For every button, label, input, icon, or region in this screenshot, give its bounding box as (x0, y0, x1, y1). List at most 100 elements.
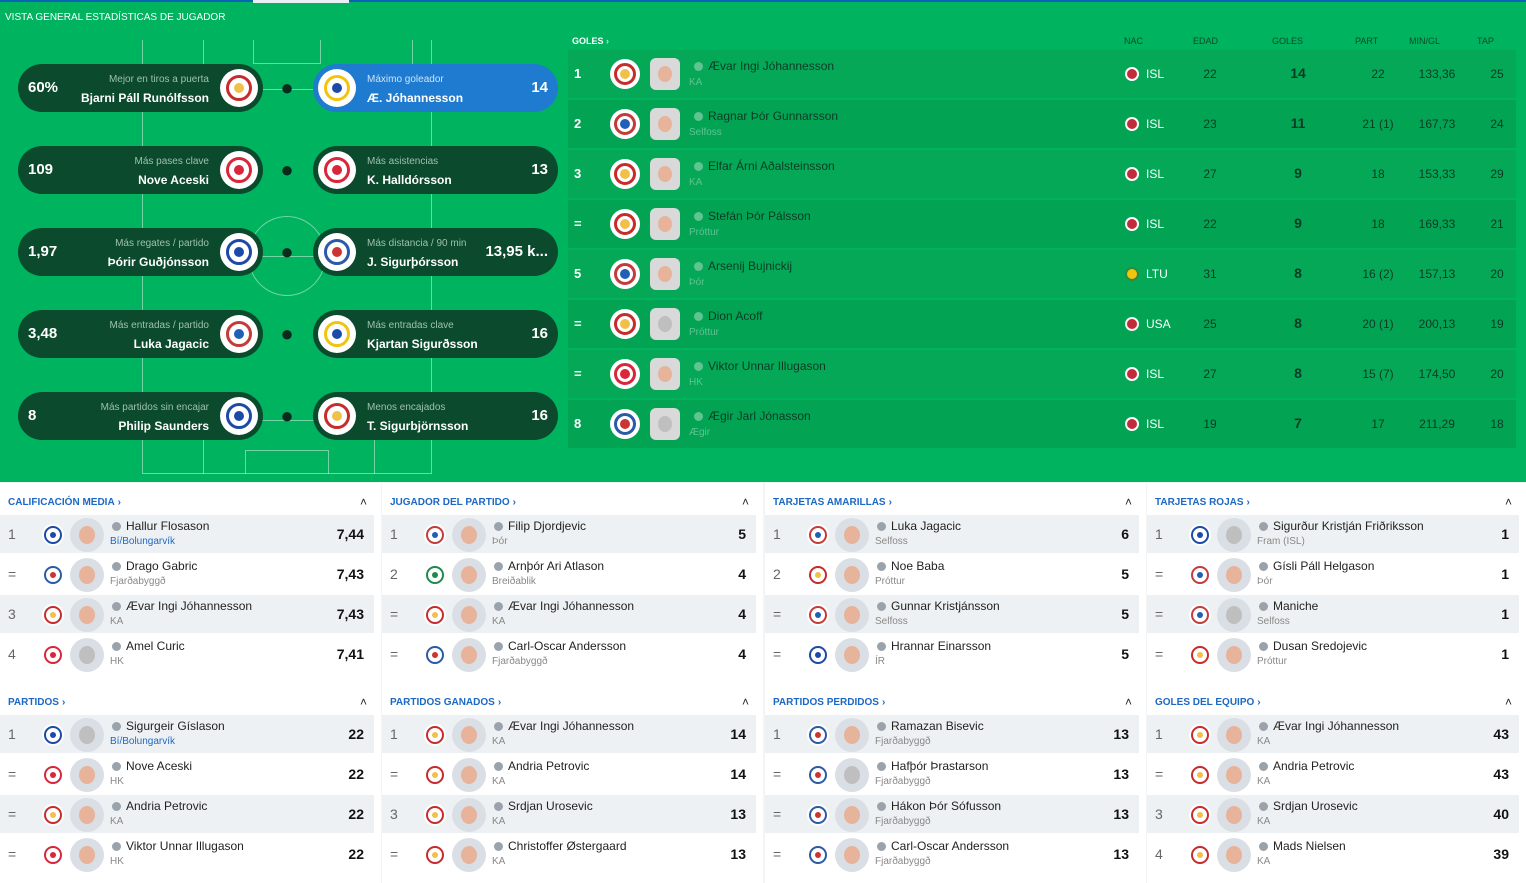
player-name-link[interactable]: Srdjan Urosevic (494, 799, 593, 813)
stat-pill-right[interactable]: 16 Más entradas clave Kjartan Sigurðsson (313, 310, 558, 358)
panel-title-link[interactable]: GOLES DEL EQUIPO › (1155, 697, 1261, 708)
player-avatar[interactable] (835, 558, 869, 592)
collapse-caret-icon[interactable]: ˄ (741, 695, 749, 709)
player-avatar[interactable] (835, 638, 869, 672)
player-avatar[interactable] (1217, 798, 1251, 832)
player-name-link[interactable]: Viktor Unnar Illugason (112, 839, 244, 853)
info-icon[interactable] (877, 602, 886, 611)
player-club[interactable]: Selfoss (1257, 616, 1290, 627)
club-crest-badge[interactable] (42, 804, 64, 826)
stat-pill-right[interactable]: 13 Más asistencias K. Halldórsson (313, 146, 558, 194)
player-club[interactable]: KA (492, 616, 506, 627)
panel-row[interactable]: = Maniche Selfoss 1 (1147, 595, 1519, 633)
info-icon[interactable] (1259, 602, 1268, 611)
panel-row[interactable]: = Andria Petrovic KA 22 (0, 795, 374, 833)
col-header-goles[interactable]: GOLES (1272, 36, 1304, 46)
player-avatar[interactable] (1217, 758, 1251, 792)
panel-row[interactable]: 1 Hallur Flosason Bí/Bolungarvík 7,44 (0, 515, 374, 553)
panel-row[interactable]: = Viktor Unnar Illugason HK 22 (0, 835, 374, 873)
info-icon[interactable] (112, 522, 121, 531)
player-avatar[interactable] (1217, 718, 1251, 752)
goals-table-row[interactable]: = Dion Acoff Próttur USA 25 8 20 (1) 200,13 19 (568, 300, 1516, 348)
info-icon[interactable] (112, 802, 121, 811)
club-crest-badge[interactable] (424, 564, 446, 586)
stat-pill-left[interactable]: 60% Mejor en tiros a puerta Bjarni Páll Ru… (18, 64, 263, 112)
col-header-mingl[interactable]: MIN/GL (1409, 36, 1441, 46)
info-icon[interactable] (494, 722, 503, 731)
panel-row[interactable]: 1 Ævar Ingi Jóhannesson KA 14 (382, 715, 756, 753)
info-icon[interactable] (112, 602, 121, 611)
player-avatar[interactable] (1217, 598, 1251, 632)
player-avatar[interactable] (452, 758, 486, 792)
club-crest-badge[interactable] (610, 159, 640, 189)
player-name-link[interactable]: Dusan Sredojevic (1259, 639, 1367, 653)
player-club[interactable]: KA (492, 816, 506, 827)
panel-row[interactable]: = Carl-Oscar Andersson Fjarðabyggð 4 (382, 635, 756, 673)
info-icon[interactable] (694, 362, 703, 371)
collapse-caret-icon[interactable]: ˄ (359, 495, 367, 509)
panel-row[interactable]: 1 Ramazan Bisevic Fjarðabyggð 13 (765, 715, 1139, 753)
player-club[interactable]: HK (110, 656, 124, 667)
player-name-link[interactable]: Sigurgeir Gíslason (112, 719, 225, 733)
player-name-link[interactable]: Hákon Þór Sófusson (877, 799, 1001, 813)
player-name-link[interactable]: Andria Petrovic (112, 799, 207, 813)
player-name-link[interactable]: Ævar Ingi Jóhannesson (694, 59, 834, 73)
panel-row[interactable]: 3 Ævar Ingi Jóhannesson KA 7,43 (0, 595, 374, 633)
player-avatar[interactable] (650, 408, 680, 440)
panel-row[interactable]: 1 Ævar Ingi Jóhannesson KA 43 (1147, 715, 1519, 753)
goals-table-title[interactable]: GOLES › (572, 36, 609, 48)
club-crest-badge[interactable] (1189, 524, 1211, 546)
club-crest-badge[interactable] (424, 724, 446, 746)
collapse-caret-icon[interactable]: ˄ (1124, 495, 1132, 509)
stat-pill-left[interactable]: 8 Más partidos sin encajar Philip Saunders (18, 392, 263, 440)
panel-row[interactable]: 3 Srdjan Urosevic KA 40 (1147, 795, 1519, 833)
club-crest-badge[interactable] (610, 109, 640, 139)
stat-pill-right[interactable]: 13,95 k... Más distancia / 90 min J. Sigur… (313, 228, 558, 276)
club-crest-badge[interactable] (1189, 564, 1211, 586)
player-club[interactable]: KA (492, 776, 506, 787)
player-avatar[interactable] (650, 358, 680, 390)
panel-row[interactable]: 1 Luka Jagacic Selfoss 6 (765, 515, 1139, 553)
stat-pill-left[interactable]: 1,97 Más regates / partido Þórir Guðjónsso… (18, 228, 263, 276)
player-avatar[interactable] (835, 598, 869, 632)
player-club[interactable]: KA (1257, 776, 1271, 787)
club-crest-badge[interactable] (42, 604, 64, 626)
player-avatar[interactable] (452, 518, 486, 552)
info-icon[interactable] (694, 112, 703, 121)
player-club[interactable]: KA (110, 616, 124, 627)
club-crest-badge[interactable] (807, 764, 829, 786)
panel-row[interactable]: = Drago Gabric Fjarðabyggð 7,43 (0, 555, 374, 593)
club-crest-badge[interactable] (807, 844, 829, 866)
player-avatar[interactable] (70, 758, 104, 792)
panel-row[interactable]: = Andria Petrovic KA 14 (382, 755, 756, 793)
club-crest-badge[interactable] (610, 259, 640, 289)
club-crest-badge[interactable] (1189, 844, 1211, 866)
player-club[interactable]: Selfoss (875, 616, 908, 627)
club-crest-badge[interactable] (807, 724, 829, 746)
panel-row[interactable]: = Andria Petrovic KA 43 (1147, 755, 1519, 793)
col-header-tap[interactable]: TAP (1477, 36, 1494, 46)
info-icon[interactable] (494, 642, 503, 651)
player-club[interactable]: HK (110, 856, 124, 867)
panel-title-link[interactable]: TARJETAS AMARILLAS › (773, 497, 892, 508)
goals-table-row[interactable]: = Stefán Þór Pálsson Próttur ISL 22 9 18 169,33… (568, 200, 1516, 248)
player-club[interactable]: Breiðablik (492, 576, 536, 587)
info-icon[interactable] (1259, 642, 1268, 651)
player-avatar[interactable] (70, 798, 104, 832)
player-club[interactable]: Próttur (689, 327, 720, 338)
player-avatar[interactable] (835, 798, 869, 832)
panel-title-link[interactable]: CALIFICACIÓN MEDIA › (8, 497, 121, 508)
info-icon[interactable] (1259, 762, 1268, 771)
info-icon[interactable] (694, 412, 703, 421)
info-icon[interactable] (494, 842, 503, 851)
club-crest-badge[interactable] (610, 309, 640, 339)
player-name-link[interactable]: Andria Petrovic (1259, 759, 1354, 773)
col-header-part[interactable]: PART (1355, 36, 1379, 46)
player-club[interactable]: KA (689, 77, 703, 88)
player-club[interactable]: KA (689, 177, 703, 188)
player-club[interactable]: KA (1257, 856, 1271, 867)
panel-row[interactable]: = Christoffer Østergaard KA 13 (382, 835, 756, 873)
club-crest-badge[interactable] (807, 524, 829, 546)
player-name-link[interactable]: Ævar Ingi Jóhannesson (494, 719, 634, 733)
player-club[interactable]: Próttur (689, 227, 720, 238)
